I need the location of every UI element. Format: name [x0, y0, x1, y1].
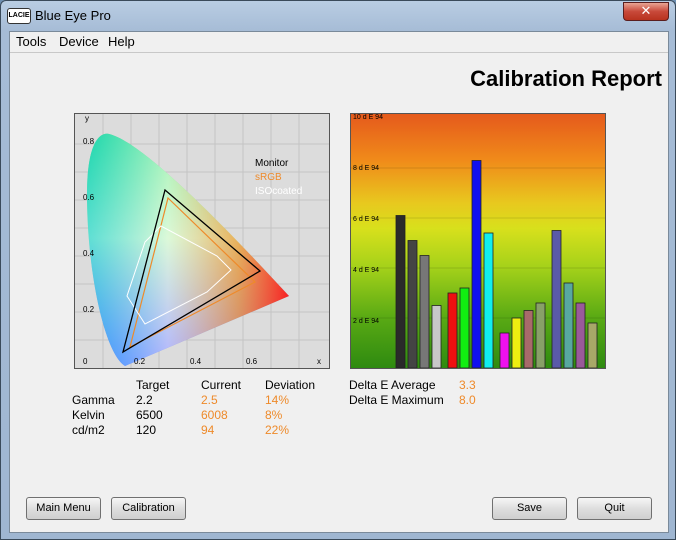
y-tick: 0.2	[83, 305, 95, 314]
close-button[interactable]: ✕	[623, 2, 669, 21]
quit-button[interactable]: Quit	[577, 497, 652, 520]
row-label: cd/m2	[72, 423, 105, 437]
x-tick: 0.6	[246, 357, 258, 366]
spectral-locus-overlay	[87, 133, 289, 366]
current-value: 94	[201, 423, 215, 437]
x-tick: 0.4	[190, 357, 202, 366]
delta-e-bar	[459, 287, 470, 368]
legend-monitor: Monitor	[255, 158, 289, 169]
menu-device[interactable]: Device	[59, 34, 99, 49]
delta-e-bar	[471, 160, 482, 368]
target-value: 2.2	[136, 393, 153, 407]
header-target: Target	[136, 378, 170, 392]
calibration-button[interactable]: Calibration	[111, 497, 186, 520]
delta-e-bar	[431, 305, 442, 368]
y-tick: 0.6	[83, 193, 95, 202]
menu-bar: Tools Device Help	[10, 32, 668, 53]
isocoated-gamut	[126, 225, 232, 325]
y-tick: 0.4	[83, 249, 95, 258]
delta-e-bar	[407, 240, 418, 368]
current-value: 6008	[201, 408, 228, 422]
deviation-value: 14%	[265, 393, 290, 407]
header-current: Current	[201, 378, 242, 392]
deviation-value: 8%	[265, 408, 283, 422]
delta-e-bar	[419, 255, 430, 368]
app-logo-icon: LACIE	[7, 8, 31, 24]
y-tick: 0.8	[83, 137, 95, 146]
menu-tools[interactable]: Tools	[16, 34, 47, 49]
delta-e-maximum-label: Delta E Maximum	[349, 393, 444, 407]
delta-e-average-label: Delta E Average	[349, 378, 436, 392]
srgb-triangle	[129, 196, 257, 349]
x-axis-label: x	[317, 357, 321, 366]
legend-isocoated: ISOcoated	[255, 186, 303, 197]
client-area: Tools Device Help Calibration Report	[9, 31, 669, 533]
y-tick: 4 d E 94	[353, 267, 380, 274]
delta-e-bar	[587, 322, 598, 368]
report-title: Calibration Report	[470, 66, 662, 91]
window-title: Blue Eye Pro	[35, 8, 111, 23]
delta-e-chart: 10 d E 94 8 d E 94 6 d E 94 4 d E 94 2 d…	[350, 113, 606, 369]
delta-e-bar	[551, 230, 562, 368]
y-tick: 8 d E 94	[353, 165, 380, 172]
delta-e-average-value: 3.3	[459, 378, 476, 392]
delta-e-bar	[563, 282, 574, 368]
gamma-table: Target Current Deviation Gamma 2.2 2.5 1…	[72, 378, 332, 438]
y-tick: 6 d E 94	[353, 216, 380, 223]
current-value: 2.5	[201, 393, 218, 407]
deviation-value: 22%	[265, 423, 290, 437]
legend-srgb: sRGB	[255, 172, 282, 183]
gamut-chart: y x 0.8 0.6 0.4 0.2 0 0.2 0.4 0.6 Monito…	[74, 113, 330, 369]
gamut-svg	[75, 114, 329, 368]
y-tick: 2 d E 94	[353, 318, 380, 325]
row-label: Gamma	[72, 393, 115, 407]
y-tick: 0	[83, 357, 88, 366]
delta-e-bar	[575, 302, 586, 368]
delta-e-summary: Delta E Average 3.3 Delta E Maximum 8.0	[349, 378, 549, 410]
delta-e-bar	[511, 317, 522, 368]
menu-help[interactable]: Help	[108, 34, 135, 49]
delta-e-maximum-value: 8.0	[459, 393, 476, 407]
x-tick: 0.2	[134, 357, 146, 366]
delta-e-bar	[499, 332, 510, 368]
title-bar[interactable]: LACIE Blue Eye Pro ✕	[1, 1, 675, 31]
target-value: 6500	[136, 408, 163, 422]
y-axis-label: y	[85, 114, 89, 123]
save-button[interactable]: Save	[492, 497, 567, 520]
header-deviation: Deviation	[265, 378, 316, 392]
delta-e-bar	[395, 215, 406, 368]
delta-e-bar	[535, 302, 546, 368]
delta-e-bar	[483, 232, 494, 368]
delta-e-svg	[351, 160, 605, 368]
y-tick: 10 d E 94	[353, 114, 383, 121]
monitor-triangle	[121, 188, 262, 354]
row-label: Kelvin	[72, 408, 105, 422]
target-value: 120	[136, 423, 157, 437]
main-menu-button[interactable]: Main Menu	[26, 497, 101, 520]
delta-e-bar	[523, 310, 534, 368]
delta-e-bar	[447, 292, 458, 368]
